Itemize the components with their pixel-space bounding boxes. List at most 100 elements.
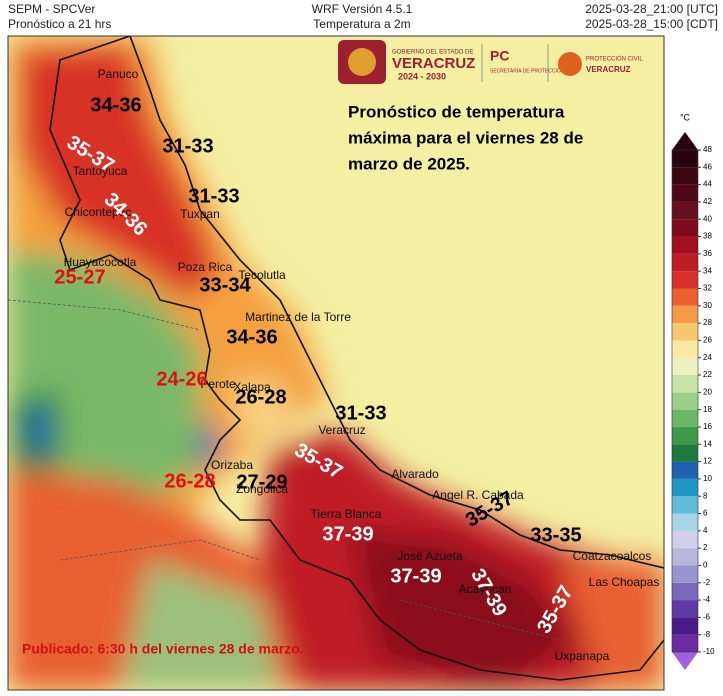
colorbar-band xyxy=(672,184,698,202)
header-text: SEPM - SPCVer xyxy=(8,2,95,16)
place-label: Orizaba xyxy=(211,458,253,472)
header-text: 2025-03-28_15:00 [CDT] xyxy=(585,17,718,31)
colorbar-band xyxy=(672,478,698,497)
colorbar-tick-label: -2 xyxy=(703,578,711,587)
colorbar-band xyxy=(672,582,698,601)
place-label: Alvarado xyxy=(391,467,439,481)
annotation: marzo de 2025. xyxy=(348,154,470,173)
colorbar-tick-label: 6 xyxy=(703,509,708,518)
colorbar-tick-label: 36 xyxy=(703,249,712,258)
header-text: Pronóstico a 21 hrs xyxy=(8,17,111,31)
place-label: Tantoyuca xyxy=(73,164,128,178)
logo-text: 2024 - 2030 xyxy=(398,71,446,81)
colorbar-band xyxy=(672,496,698,514)
colorbar-band xyxy=(672,461,698,479)
range-label: 25-27 xyxy=(54,266,105,288)
colorbar-band xyxy=(672,634,698,652)
annotation: Pronóstico de temperatura xyxy=(348,102,565,121)
header-text: WRF Versión 4.5.1 xyxy=(312,2,413,16)
place-label: Tuxpan xyxy=(180,207,220,221)
range-label: 37-39 xyxy=(322,523,373,545)
colorbar-band xyxy=(672,409,698,427)
place-label: Perote xyxy=(200,377,236,391)
colorbar-band xyxy=(672,201,698,220)
colorbar-tick-label: 44 xyxy=(703,180,712,189)
colorbar-band xyxy=(672,513,698,531)
colorbar-band xyxy=(672,323,698,341)
colorbar-tick-label: 30 xyxy=(703,301,712,310)
colorbar-tick-label: 38 xyxy=(703,232,712,241)
range-label: 26-28 xyxy=(164,470,215,492)
place-label: Coatzacoalcos xyxy=(573,549,652,563)
colorbar-tick-label: 22 xyxy=(703,370,712,379)
colorbar-frame xyxy=(671,149,699,653)
colorbar-tick-label: 46 xyxy=(703,162,712,171)
colorbar-tick-label: -6 xyxy=(703,612,711,621)
logo-text: SECRETARÍA DE PROTECCIÓN CIVIL xyxy=(490,67,578,74)
place-label: Acayucan xyxy=(459,582,512,596)
range-label: 33-35 xyxy=(530,524,581,546)
map-field xyxy=(8,36,664,690)
colorbar-band xyxy=(672,565,698,583)
colorbar-tick-label: 18 xyxy=(703,405,712,414)
place-label: Zongolica xyxy=(236,482,288,496)
colorbar-tick-label: -8 xyxy=(703,630,711,639)
range-label: 24-26 xyxy=(156,368,207,390)
range-label: 31-33 xyxy=(162,135,213,157)
colorbar-band xyxy=(672,288,698,306)
colorbar-tick-label: 48 xyxy=(703,145,712,154)
colorbar-band xyxy=(672,271,698,289)
colorbar-tick-label: -10 xyxy=(703,647,715,656)
colorbar-band xyxy=(672,305,698,324)
colorbar-band xyxy=(672,219,698,237)
colorbar-tick-label: 14 xyxy=(703,439,712,448)
colorbar-tick-label: 10 xyxy=(703,474,712,483)
colorbar-tick-label: 2 xyxy=(703,543,708,552)
footer: Publicado: 6:30 h del viernes 28 de marz… xyxy=(22,641,304,657)
place-label: Xalapa xyxy=(233,380,271,394)
colorbar-band xyxy=(672,530,698,549)
colorbar-tick-label: 28 xyxy=(703,318,712,327)
colorbar-tick-label: 24 xyxy=(703,353,712,362)
colorbar-tick-label: 12 xyxy=(703,457,712,466)
logo-text: GOBIERNO DEL ESTADO DE xyxy=(392,50,473,56)
colorbar-band xyxy=(672,444,698,462)
range-label: 27-29 xyxy=(236,471,287,493)
header-text: Temperatura a 2m xyxy=(313,17,410,31)
place-label: José Azueta xyxy=(397,549,463,563)
colorbar-band xyxy=(672,548,698,566)
place-label: Tecolutla xyxy=(238,268,286,282)
colorbar-tick-label: 34 xyxy=(703,266,712,275)
place-label: Chicontepec xyxy=(65,205,132,219)
place-label: Tierra Blanca xyxy=(311,507,382,521)
annotation: máxima para el viernes 28 de xyxy=(348,128,583,147)
logos: GOBIERNO DEL ESTADO DE VERACRUZ 2024 - 2… xyxy=(338,40,643,84)
colorbar-tick-label: 16 xyxy=(703,422,712,431)
place-label: Huayacocotla xyxy=(64,255,137,269)
colorbar-band xyxy=(672,617,698,635)
colorbar-band xyxy=(672,426,698,445)
colorbar-tick-label: 42 xyxy=(703,197,712,206)
place-label: Angel R. Cabada xyxy=(432,488,524,502)
colorbar-tick-label: -4 xyxy=(703,595,711,604)
place-label: Veracruz xyxy=(318,423,365,437)
colorbar-over xyxy=(672,132,698,150)
place-label: Poza Rica xyxy=(178,260,233,274)
colorbar-band xyxy=(672,253,698,272)
colorbar-band xyxy=(672,375,698,393)
logo-text: VERACRUZ xyxy=(392,55,475,72)
range-label: 33-34 xyxy=(199,274,251,296)
place-label: Panuco xyxy=(98,67,139,81)
colorbar-tick-label: 0 xyxy=(703,561,708,570)
logo-text: PROTECCIÓN CIVIL xyxy=(586,56,643,63)
colorbar-unit: °C xyxy=(680,112,691,122)
colorbar-tick-label: 4 xyxy=(703,526,708,535)
colorbar-band xyxy=(672,236,698,254)
colorbar-band xyxy=(672,357,698,376)
range-label: 34-36 xyxy=(90,94,141,116)
colorbar-tick-label: 32 xyxy=(703,284,712,293)
colorbar-band xyxy=(672,600,698,618)
colorbar-tick-label: 26 xyxy=(703,336,712,345)
range-label: 31-33 xyxy=(188,185,239,207)
